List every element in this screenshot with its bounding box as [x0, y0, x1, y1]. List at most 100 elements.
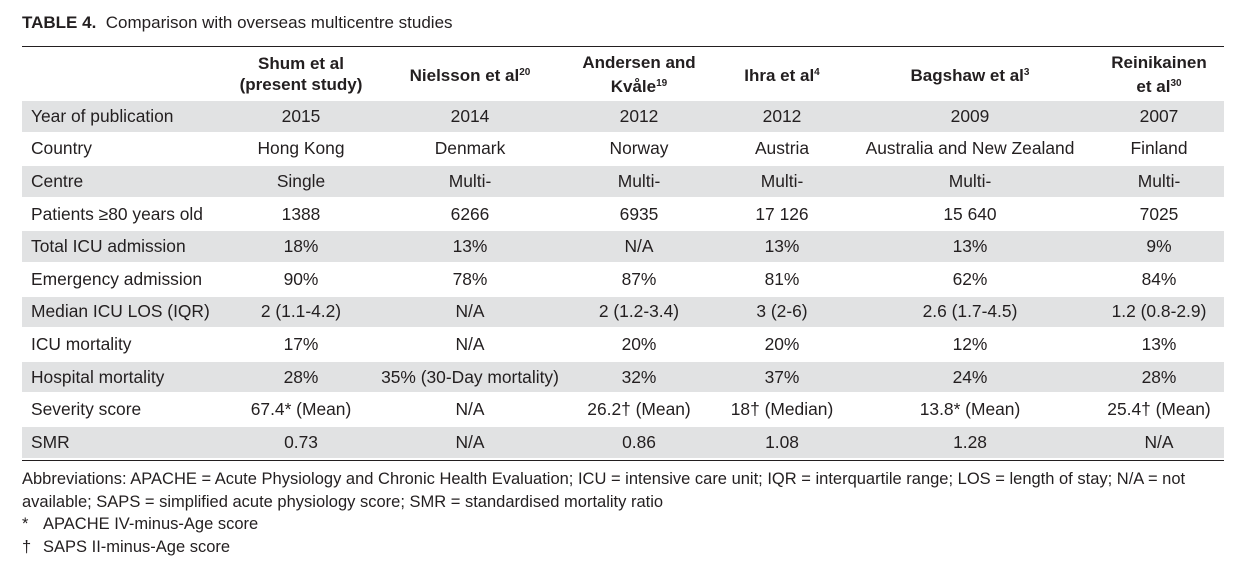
column-header: Reinikainen et al30 — [1094, 47, 1224, 101]
row-label: SMR — [22, 424, 222, 458]
footnote-symbol: * — [22, 515, 29, 533]
row-label: Total ICU admission — [22, 229, 222, 263]
table-cell: 13% — [380, 229, 560, 263]
table-cell: 7025 — [1094, 196, 1224, 231]
comparison-table: Shum et al (present study) Nielsson et al2… — [22, 47, 1224, 458]
table-cell: 1.2 (0.8-2.9) — [1094, 294, 1224, 329]
table-cell: Multi- — [560, 164, 718, 198]
table-cell: 2015 — [222, 101, 380, 133]
table-cell: 20% — [718, 327, 846, 361]
table-row: Year of publication 2015 2014 2012 2012 2009 2… — [22, 101, 1224, 133]
table-cell: 1388 — [222, 196, 380, 231]
reference-superscript: 4 — [814, 67, 820, 78]
reference-superscript: 20 — [519, 67, 531, 78]
footnote-dagger: † SAPS II-minus-Age score — [22, 536, 1232, 559]
table-cell: 18† (Median) — [718, 392, 846, 426]
table-cell: 2 (1.2-3.4) — [560, 294, 718, 329]
header-blank-cell — [22, 47, 222, 101]
reference-superscript: 3 — [1023, 67, 1030, 78]
table-cell: Australia and New Zealand — [846, 131, 1094, 166]
footnote-text: SAPS II-minus-Age score — [43, 537, 231, 556]
footnote-asterisk: * APACHE IV-minus-Age score — [22, 513, 1232, 536]
table-cell: 67.4* (Mean) — [222, 392, 380, 426]
column-header-line2: et al — [1136, 76, 1171, 96]
column-header-line1: Reinikainen — [1111, 52, 1207, 72]
table-cell: 2.6 (1.7-4.5) — [846, 294, 1094, 329]
table-cell: N/A — [380, 327, 560, 361]
table-row: Patients ≥80 years old 1388 6266 6935 17 126… — [22, 196, 1224, 231]
table-cell: 13.8* (Mean) — [846, 392, 1094, 426]
row-label: ICU mortality — [22, 327, 222, 361]
table-cell: Multi- — [1094, 164, 1224, 198]
table-cell: 78% — [380, 261, 560, 296]
column-header-line1: Ihra et al — [744, 66, 815, 85]
table-cell: 32% — [560, 359, 718, 394]
table-cell: 35% (30-Day mortality) — [380, 359, 560, 394]
table-header-row: Shum et al (present study) Nielsson et al2… — [22, 47, 1224, 101]
table-row: Hospital mortality 28% 35% (30-Day mortali… — [22, 359, 1224, 394]
table-cell: 2014 — [380, 101, 560, 133]
table-cell: 9% — [1094, 229, 1224, 263]
table-cell: 90% — [222, 261, 380, 296]
table-cell: 84% — [1094, 261, 1224, 296]
footnotes: Abbreviations: APACHE = Acute Physiology… — [22, 468, 1232, 558]
table-cell: N/A — [380, 424, 560, 458]
table-cell: 28% — [222, 359, 380, 394]
table-caption: TABLE 4. Comparison with overseas multic… — [22, 13, 453, 33]
table-row: Emergency admission 90% 78% 87% 81% 62% 84% — [22, 261, 1224, 296]
table-cell: 87% — [560, 261, 718, 296]
table-cell: Single — [222, 164, 380, 198]
table-cell: 0.73 — [222, 424, 380, 458]
table-cell: 26.2† (Mean) — [560, 392, 718, 426]
table-cell: 81% — [718, 261, 846, 296]
table-cell: 12% — [846, 327, 1094, 361]
column-header: Nielsson et al20 — [380, 47, 560, 101]
table-cell: 3 (2-6) — [718, 294, 846, 329]
table-cell: Multi- — [718, 164, 846, 198]
table-cell: Multi- — [380, 164, 560, 198]
table-cell: N/A — [1094, 424, 1224, 458]
column-header-line2: (present study) — [239, 75, 363, 94]
table-cell: Austria — [718, 131, 846, 166]
table-cell: 2009 — [846, 101, 1094, 133]
row-label: Centre — [22, 164, 222, 198]
table-cell: 62% — [846, 261, 1094, 296]
footnote-symbol: † — [22, 537, 32, 556]
table-cell: 17% — [222, 327, 380, 361]
column-header: Bagshaw et al3 — [846, 47, 1094, 101]
table-cell: N/A — [380, 294, 560, 329]
table-cell: 1.28 — [846, 424, 1094, 458]
column-header-line2: Kvåle — [610, 76, 657, 96]
table-cell: 25.4† (Mean) — [1094, 392, 1224, 426]
row-label: Hospital mortality — [22, 359, 222, 394]
table-cell: 2012 — [718, 101, 846, 133]
table-cell: Finland — [1094, 131, 1224, 166]
table-row: Country Hong Kong Denmark Norway Austria Aust… — [22, 131, 1224, 166]
row-label: Year of publication — [22, 101, 222, 133]
table-cell: 6935 — [560, 196, 718, 231]
row-label: Emergency admission — [22, 261, 222, 296]
table-cell: 17 126 — [718, 196, 846, 231]
row-label: Severity score — [22, 392, 222, 426]
table-top-rule — [22, 46, 1224, 47]
table-row: Median ICU LOS (IQR) 2 (1.1-4.2) N/A 2 (1.2… — [22, 294, 1224, 329]
column-header-line1: Nielsson et al — [409, 66, 520, 85]
abbreviations-note: Abbreviations: APACHE = Acute Physiology… — [22, 470, 1186, 511]
column-header: Ihra et al4 — [718, 47, 846, 101]
table-cell: 13% — [846, 229, 1094, 263]
table-caption-text: Comparison with overseas multicentre stu… — [105, 13, 453, 32]
table-bottom-rule — [22, 460, 1224, 461]
footnote-text: APACHE IV-minus-Age score — [43, 515, 259, 533]
table-cell: 28% — [1094, 359, 1224, 394]
table-cell: 2007 — [1094, 101, 1224, 133]
row-label: Median ICU LOS (IQR) — [22, 294, 222, 329]
column-header-line1: Bagshaw et al — [910, 66, 1024, 85]
table-cell: 0.86 — [560, 424, 718, 458]
table-cell: N/A — [380, 392, 560, 426]
table-cell: 2 (1.1-4.2) — [222, 294, 380, 329]
table-cell: Multi- — [846, 164, 1094, 198]
table-cell: Denmark — [380, 131, 560, 166]
table-cell: Hong Kong — [222, 131, 380, 166]
reference-superscript: 19 — [656, 77, 668, 89]
table-cell: Norway — [560, 131, 718, 166]
